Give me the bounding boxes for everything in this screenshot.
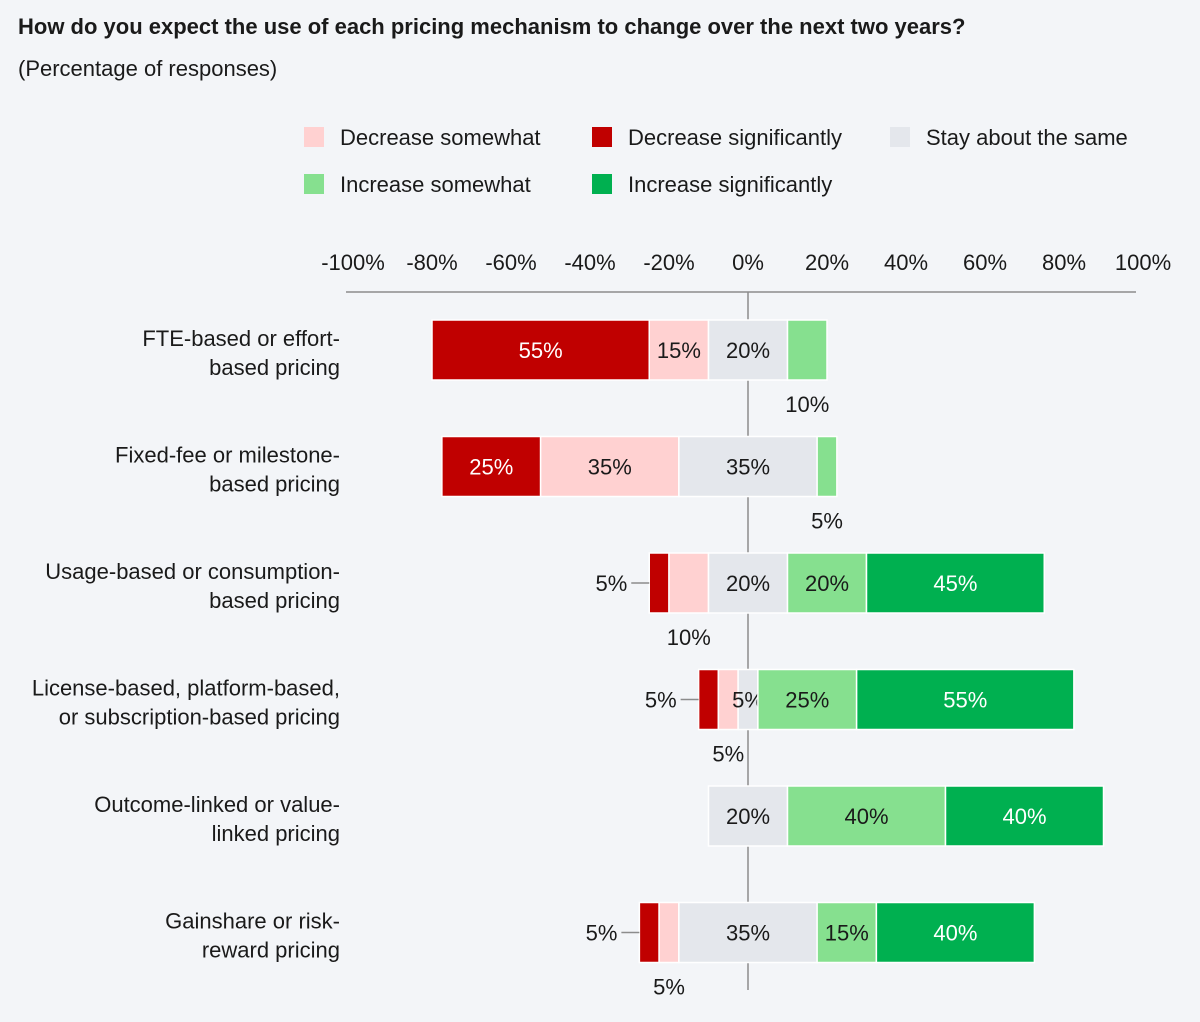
category-label: Fixed-fee or milestone- (115, 443, 340, 468)
data-label: 40% (1002, 804, 1046, 829)
data-label: 40% (933, 921, 977, 946)
bar-segment-inc_some (786, 785, 947, 847)
data-label: 5% (586, 921, 618, 946)
data-label: 5% (712, 742, 744, 767)
data-label: 20% (726, 571, 770, 596)
chart-subtitle: (Percentage of responses) (18, 56, 278, 81)
legend-swatch-dec_sig (592, 127, 612, 147)
bar-segment-dec_sig (431, 319, 650, 381)
category-label: Outcome-linked or value- (94, 792, 340, 817)
data-label: 10% (785, 392, 829, 417)
bar-segment-same (707, 552, 789, 614)
data-label: 25% (469, 455, 513, 480)
data-label: 40% (844, 804, 888, 829)
legend-label-inc_some: Increase somewhat (340, 172, 531, 197)
category-labels: FTE-based or effort-based pricing Fixed-f… (32, 326, 340, 963)
bar-segment-inc_sig (944, 785, 1105, 847)
data-label: 15% (825, 921, 869, 946)
category-label: based pricing (209, 588, 340, 613)
data-label: 55% (943, 688, 987, 713)
legend-swatch-inc_some (304, 174, 324, 194)
x-tick-label: -60% (485, 250, 536, 275)
data-label: 5% (645, 688, 677, 713)
data-label: 5% (595, 571, 627, 596)
legend-label-dec_some: Decrease somewhat (340, 125, 541, 150)
bar-segment-dec_sig (697, 668, 720, 731)
x-tick-label: 0% (732, 250, 764, 275)
x-tick-label: 40% (884, 250, 928, 275)
data-label: 5% (653, 975, 685, 1000)
legend-label-inc_sig: Increase significantly (628, 172, 832, 197)
category-label: FTE-based or effort- (142, 326, 340, 351)
x-tick-label: 80% (1042, 250, 1086, 275)
bar-segment-same (678, 435, 818, 498)
data-label: 10% (667, 625, 711, 650)
bar-segment-inc_some (816, 435, 838, 498)
x-tick-label: -100% (321, 250, 385, 275)
bar-segment-same (707, 319, 789, 381)
data-label: 15% (657, 338, 701, 363)
category-label: or subscription-based pricing (59, 705, 340, 730)
x-tick-label: -20% (643, 250, 694, 275)
data-label: 35% (588, 455, 632, 480)
data-label: 20% (726, 338, 770, 363)
legend-label-dec_sig: Decrease significantly (628, 125, 842, 150)
bar-segment-inc_some (786, 319, 828, 381)
legend: Decrease somewhat Decrease significantly S… (304, 125, 1128, 197)
bar-segment-dec_some (658, 901, 680, 964)
data-label: 45% (933, 571, 977, 596)
legend-swatch-inc_sig (592, 174, 612, 194)
category-label: linked pricing (212, 821, 340, 846)
bar-segment-inc_sig (875, 901, 1036, 964)
bar-segment-dec_some (648, 319, 710, 381)
bar-segment-dec_sig (648, 552, 670, 614)
x-tick-label: -80% (406, 250, 457, 275)
bar-segment-inc_some (786, 552, 868, 614)
data-label: 20% (805, 571, 849, 596)
category-label: Usage-based or consumption- (45, 559, 340, 584)
bar-segment-inc_some (816, 901, 878, 964)
x-tick-label: 100% (1115, 250, 1171, 275)
data-label: 55% (519, 338, 563, 363)
category-label: License-based, platform-based, (32, 676, 340, 701)
x-axis: -100% -80% -60% -40% -20% 0% 20% 40% 60% 80% 100% (321, 250, 1171, 990)
bar-segment-inc_sig (865, 552, 1045, 614)
data-label: 20% (726, 804, 770, 829)
legend-swatch-same (890, 127, 910, 147)
bar-segment-dec_some (539, 435, 680, 498)
bar-segment-same (678, 901, 818, 964)
x-tick-label: -40% (564, 250, 615, 275)
bar-segment-dec_some (668, 552, 710, 614)
bar-segment-inc_sig (855, 668, 1075, 731)
category-label: based pricing (209, 472, 340, 497)
x-tick-label: 60% (963, 250, 1007, 275)
data-label: 5% (811, 509, 843, 534)
category-label: Gainshare or risk- (165, 909, 340, 934)
category-label: based pricing (209, 355, 340, 380)
data-label: 35% (726, 455, 770, 480)
bars: 55% 15% 20% 10% 25% 35% 35% 5% 20% 20% 45% 5% 10% 5% 2… (431, 319, 1105, 1000)
bar-segment-dec_sig (638, 901, 660, 964)
x-tick-label: 20% (805, 250, 849, 275)
category-label: reward pricing (202, 938, 340, 963)
legend-swatch-dec_some (304, 127, 324, 147)
data-label: 25% (785, 688, 829, 713)
data-label: 35% (726, 921, 770, 946)
chart-title: How do you expect the use of each pricin… (18, 14, 966, 39)
legend-label-same: Stay about the same (926, 125, 1128, 150)
